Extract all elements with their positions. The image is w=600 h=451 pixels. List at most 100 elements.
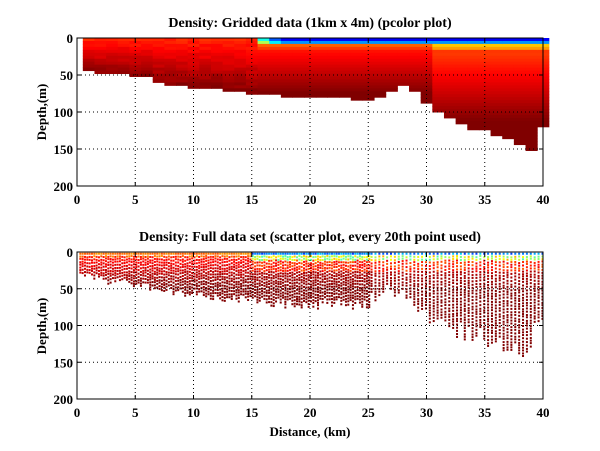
plot2-xtick-label: 40 [537, 405, 550, 420]
scatter-point [510, 304, 513, 307]
scatter-point [293, 258, 296, 261]
scatter-point [428, 275, 431, 278]
pcolor-cell [187, 79, 200, 83]
scatter-point [529, 252, 532, 255]
scatter-point [312, 299, 315, 302]
scatter-point [219, 294, 222, 297]
scatter-point [188, 291, 191, 294]
pcolor-cell [420, 73, 433, 77]
scatter-point [483, 279, 486, 282]
scatter-point [237, 274, 240, 277]
scatter-point [479, 318, 482, 321]
scatter-point [368, 267, 371, 270]
scatter-point [151, 267, 154, 270]
pcolor-cell [502, 73, 515, 77]
scatter-point [393, 271, 396, 274]
scatter-point [172, 285, 175, 288]
pcolor-cell [152, 73, 165, 77]
scatter-point [228, 252, 231, 255]
scatter-point [247, 298, 250, 301]
pcolor-cell [513, 141, 527, 146]
scatter-point [365, 289, 368, 292]
scatter-point [389, 252, 392, 255]
scatter-point [529, 342, 532, 345]
pcolor-cell [257, 67, 270, 72]
scatter-point [529, 327, 532, 330]
scatter-point [361, 305, 364, 308]
scatter-point [498, 325, 501, 328]
scatter-point [436, 280, 439, 283]
scatter-point [533, 290, 536, 293]
scatter-point [525, 316, 528, 319]
pcolor-cell [362, 46, 375, 51]
scatter-point [432, 276, 435, 279]
scatter-point [174, 267, 177, 270]
scatter-point [525, 292, 528, 295]
pcolor-cell [502, 123, 515, 128]
scatter-point [305, 255, 308, 258]
scatter-point [417, 276, 420, 279]
pcolor-cell [513, 135, 527, 140]
scatter-point [330, 264, 333, 267]
scatter-point [397, 291, 400, 294]
scatter-point [177, 279, 180, 282]
scatter-point [389, 287, 392, 290]
scatter-point [475, 276, 478, 279]
scatter-point [405, 266, 408, 269]
scatter-point [506, 285, 509, 288]
pcolor-cell [176, 52, 189, 57]
scatter-point [467, 270, 470, 273]
scatter-point [432, 286, 435, 289]
scatter-point [405, 256, 408, 259]
scatter-point [279, 280, 282, 283]
scatter-point [428, 258, 431, 261]
scatter-point [475, 319, 478, 322]
scatter-point [256, 301, 259, 304]
scatter-point [298, 276, 301, 279]
scatter-point [514, 332, 517, 335]
scatter-point [344, 292, 347, 295]
scatter-point [432, 267, 435, 270]
scatter-point [510, 335, 513, 338]
scatter-point [514, 252, 517, 255]
scatter-point [156, 266, 159, 269]
scatter-point [537, 271, 540, 274]
pcolor-cell [327, 79, 340, 83]
scatter-point [541, 252, 544, 255]
scatter-point [88, 255, 91, 258]
scatter-point [326, 261, 329, 264]
scatter-point [277, 293, 280, 296]
pcolor-cell [280, 70, 294, 75]
plot2-xtick-label: 20 [304, 405, 317, 420]
pcolor-cell [420, 70, 433, 75]
scatter-point [277, 252, 280, 255]
scatter-point [444, 276, 447, 279]
scatter-point [95, 261, 98, 264]
pcolor-cell [443, 82, 457, 86]
pcolor-cell [362, 73, 375, 77]
scatter-point [316, 260, 319, 263]
scatter-point [319, 270, 322, 273]
scatter-point [289, 261, 292, 264]
pcolor-cell [513, 76, 527, 80]
scatter-point [193, 275, 196, 278]
pcolor-cell [432, 55, 445, 60]
scatter-point [139, 279, 142, 282]
pcolor-cell [94, 55, 107, 60]
scatter-point [249, 284, 252, 287]
pcolor-cell [385, 52, 398, 57]
scatter-point [541, 280, 544, 283]
scatter-point [330, 285, 333, 288]
scatter-point [312, 263, 315, 266]
scatter-point [97, 252, 100, 255]
scatter-point [256, 296, 259, 299]
pcolor-cell [141, 58, 154, 63]
scatter-point [102, 265, 105, 268]
scatter-point [361, 252, 364, 255]
scatter-point [328, 298, 331, 301]
scatter-point [142, 274, 145, 277]
scatter-point [316, 269, 319, 272]
scatter-point [378, 255, 381, 258]
scatter-point [363, 295, 366, 298]
scatter-point [335, 283, 338, 286]
